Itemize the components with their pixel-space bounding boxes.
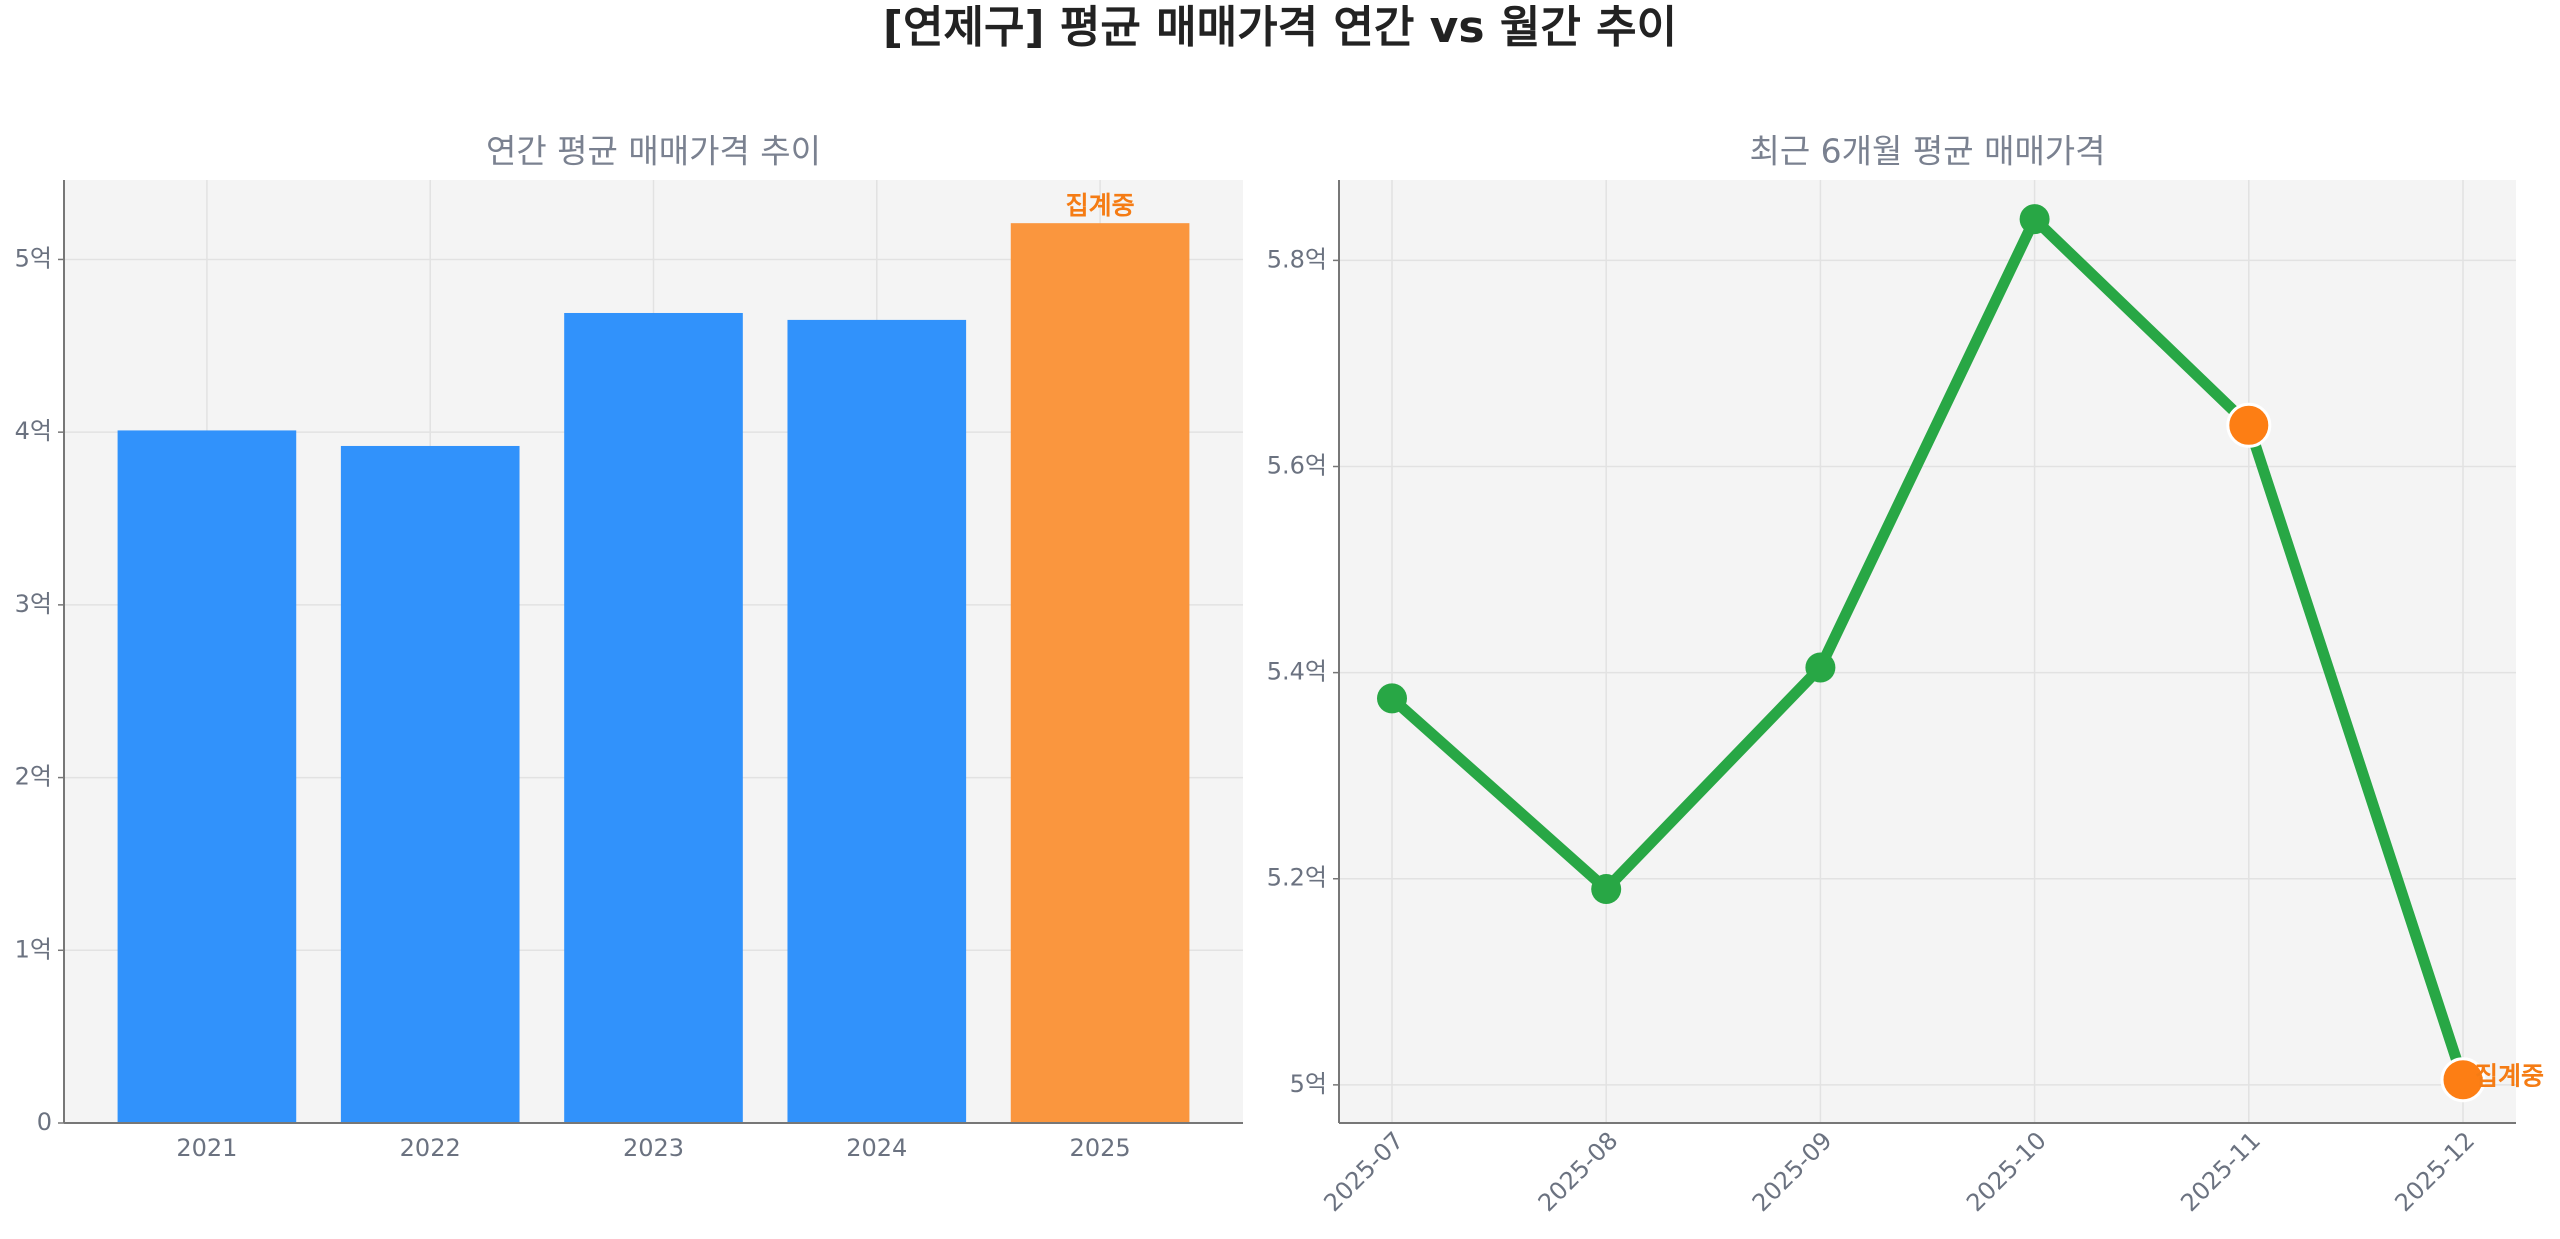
bar <box>787 319 967 1123</box>
x-tick-label: 2023 <box>623 1134 684 1162</box>
y-tick-label: 3억 <box>15 590 52 618</box>
bar <box>340 445 520 1123</box>
subplot-title: 연간 평균 매매가격 추이 <box>486 132 821 171</box>
y-tick-label: 5.4억 <box>1267 658 1327 686</box>
x-tick-label: 2025-08 <box>1533 1126 1624 1217</box>
y-tick-label: 2억 <box>15 763 52 791</box>
bar <box>117 430 297 1123</box>
bar <box>1010 223 1190 1123</box>
x-tick-label: 2024 <box>846 1134 907 1162</box>
x-tick-label: 2025 <box>1070 1134 1131 1162</box>
y-tick-label: 0 <box>37 1108 52 1136</box>
y-tick-label: 5.2억 <box>1267 864 1327 892</box>
x-tick-label: 2025-11 <box>2175 1126 2266 1217</box>
x-tick-label: 2021 <box>176 1134 237 1162</box>
point <box>2226 402 2272 448</box>
y-tick-label: 1억 <box>15 935 52 963</box>
annotation: 집계중 <box>2475 1062 2544 1091</box>
y-tick-label: 5.8억 <box>1267 245 1327 273</box>
annotation: 집계중 <box>1066 191 1135 220</box>
y-tick-label: 5.6억 <box>1267 452 1327 480</box>
plot-area <box>1339 180 2516 1123</box>
point <box>2019 204 2050 235</box>
point <box>2440 1057 2486 1103</box>
x-tick-label: 2025-07 <box>1318 1126 1409 1217</box>
y-tick-label: 4억 <box>15 417 52 445</box>
x-tick-label: 2022 <box>400 1134 461 1162</box>
x-tick-label: 2025-10 <box>1961 1126 2052 1217</box>
x-tick-label: 2025-12 <box>2389 1126 2480 1217</box>
point <box>1805 652 1836 683</box>
line <box>1388 213 2469 1082</box>
bar <box>564 312 743 1123</box>
x-tick-label: 2025-09 <box>1747 1126 1838 1217</box>
point <box>1377 683 1407 714</box>
y-tick-label: 5억 <box>1290 1070 1327 1098</box>
subplot-title: 최근 6개월 평균 매매가격 <box>1749 132 2105 171</box>
figure-title: [연제구] 평균 매매가격 연간 vs 월간 추이 <box>883 2 1677 53</box>
point <box>1591 874 1622 905</box>
y-tick-label: 5억 <box>15 244 52 272</box>
